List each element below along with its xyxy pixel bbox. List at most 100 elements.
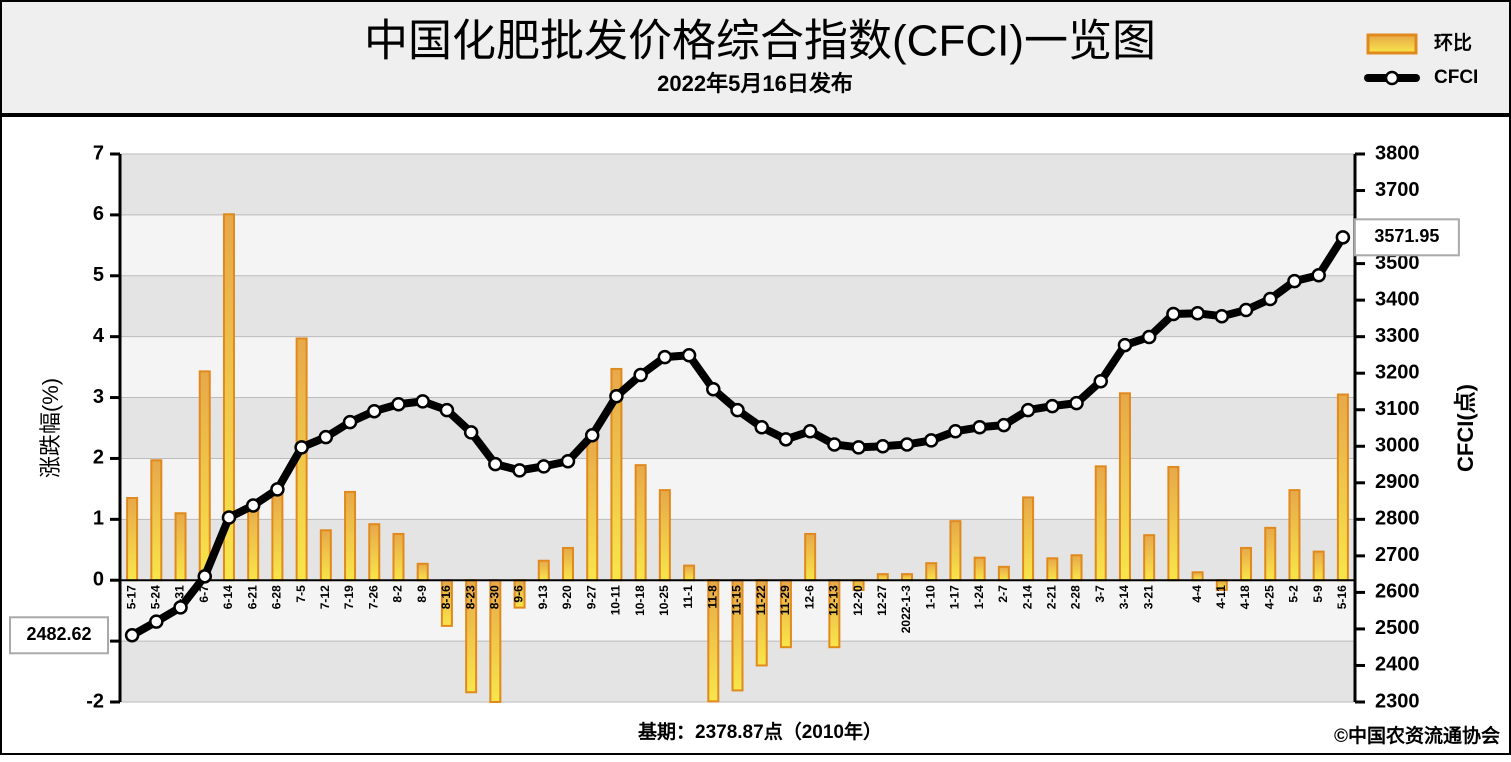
- bar: [1336, 393, 1349, 582]
- value-label-box: [9, 616, 109, 655]
- x-tick-label: 9-13: [536, 585, 550, 609]
- x-tick-label: 2-28: [1069, 585, 1083, 609]
- grid-band: [120, 154, 1355, 215]
- x-tick-label: 10-18: [633, 585, 647, 616]
- chart-title: 中国化肥批发价格综合指数(CFCI)一览图: [364, 17, 1156, 66]
- x-tick-label: 12-27: [875, 585, 889, 616]
- x-tick-label: 5-16: [1335, 585, 1349, 609]
- bar: [925, 562, 938, 582]
- x-tick-label: 3-7: [1093, 585, 1107, 603]
- point: [1238, 302, 1254, 318]
- bar: [392, 532, 405, 582]
- y2-axis-label: CFCI(点): [1453, 384, 1478, 472]
- x-tick-label: 12-6: [802, 585, 816, 609]
- point: [1262, 291, 1278, 307]
- y2-tick-label: 3700: [1375, 179, 1420, 201]
- bar: [1070, 554, 1083, 582]
- y2-tick-label: 3800: [1375, 142, 1420, 164]
- bar: [683, 564, 696, 582]
- y2-tick-label: 2300: [1375, 690, 1420, 712]
- point: [149, 614, 164, 629]
- x-tick-label: 11-22: [754, 585, 768, 615]
- x-tick-label: 2-7: [996, 585, 1010, 603]
- point: [1045, 398, 1060, 414]
- chart-subtitle: 2022年5月16日发布: [657, 71, 853, 96]
- footnote: 基期：2378.87点（2010年）: [637, 720, 882, 743]
- bar: [1240, 546, 1253, 582]
- x-tick-label: 8-16: [439, 585, 453, 609]
- bar: [1118, 392, 1131, 582]
- point: [124, 628, 140, 643]
- y-tick-label: 6: [93, 203, 104, 225]
- bar: [1143, 534, 1156, 582]
- point: [294, 440, 309, 455]
- legend-swatch-point: [1384, 70, 1400, 86]
- x-tick-label: 8-2: [391, 585, 405, 603]
- bar: [949, 520, 962, 582]
- point: [875, 439, 891, 454]
- y-tick-label: 4: [93, 325, 105, 347]
- x-tick-label: 4-18: [1238, 585, 1252, 609]
- legend-label: CFCI: [1434, 67, 1478, 88]
- point: [270, 482, 285, 497]
- x-tick-label: 9-20: [560, 585, 574, 609]
- point: [899, 437, 915, 452]
- point: [536, 459, 552, 474]
- y2-tick-label: 3100: [1375, 398, 1420, 420]
- y2-tick-label: 3400: [1375, 288, 1420, 310]
- bar: [997, 565, 1010, 582]
- y-tick-label: 1: [93, 508, 104, 530]
- y-tick-label: 2: [93, 447, 104, 469]
- point: [802, 424, 818, 439]
- value-label: 2482.62: [26, 624, 91, 644]
- point: [488, 456, 503, 472]
- bar: [537, 559, 550, 582]
- point: [633, 367, 648, 383]
- header-panel: [0, 0, 1511, 115]
- x-tick-label: 4-4: [1190, 585, 1204, 603]
- y-tick-label: 7: [93, 142, 104, 164]
- x-tick-label: 8-9: [415, 585, 429, 603]
- x-tick-label: 10-25: [657, 585, 671, 616]
- point: [560, 453, 576, 469]
- bar: [319, 529, 332, 582]
- y-tick-label: 5: [93, 264, 104, 286]
- x-tick-label: 5-2: [1287, 585, 1301, 603]
- bar: [1094, 465, 1107, 582]
- x-tick-label: 9-6: [512, 585, 526, 603]
- point: [754, 420, 769, 435]
- x-tick-label: 3-14: [1117, 585, 1131, 609]
- x-tick-label: 6-21: [245, 585, 259, 609]
- y2-tick-label: 3200: [1375, 361, 1420, 383]
- legend-label: 环比: [1434, 32, 1472, 54]
- point: [1311, 268, 1326, 283]
- y2-tick-label: 3500: [1375, 252, 1420, 274]
- x-tick-label: 9-27: [584, 585, 598, 609]
- point: [996, 417, 1012, 433]
- bar: [973, 556, 986, 582]
- x-tick-label: 12-20: [851, 585, 865, 616]
- x-tick-label: 1-10: [923, 585, 937, 609]
- bar: [126, 497, 139, 582]
- point: [415, 394, 430, 409]
- point: [512, 463, 527, 478]
- bar: [561, 546, 574, 582]
- point: [923, 433, 939, 448]
- x-tick-label: 5-17: [124, 585, 138, 609]
- bar: [174, 512, 187, 582]
- legend-swatch: [1366, 33, 1418, 55]
- point: [1166, 306, 1181, 322]
- point: [584, 428, 600, 443]
- y2-tick-label: 2500: [1375, 617, 1420, 639]
- bar: [1191, 571, 1204, 582]
- grid-band: [120, 275, 1355, 337]
- x-tick-label: 4-11: [1214, 585, 1228, 609]
- bar: [271, 490, 284, 582]
- x-tick-label: 1-24: [972, 585, 986, 609]
- bar: [416, 562, 429, 582]
- value-label: 3571.95: [1374, 226, 1439, 246]
- point: [221, 510, 237, 525]
- point: [1117, 337, 1133, 353]
- point: [1069, 395, 1084, 411]
